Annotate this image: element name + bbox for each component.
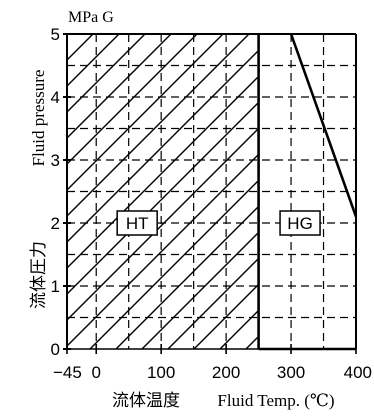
x-axis-label-jp: 流体温度 (112, 391, 180, 410)
y-axis-label-jp: 流体圧力 (29, 241, 48, 309)
region-boundaries (257, 33, 358, 349)
hg-limit-line (289, 33, 358, 218)
y-tick-label: 3 (51, 151, 60, 170)
y-tick-label: 2 (51, 214, 60, 233)
hatch-line (141, 34, 259, 349)
x-tick-label: 300 (277, 363, 305, 382)
hatch-line (167, 34, 259, 349)
hatch-line (67, 34, 172, 349)
axis-ticks (63, 33, 357, 354)
hatch-line (67, 34, 259, 349)
hatch-line (67, 34, 250, 349)
ht-hatch-pattern (67, 34, 259, 349)
hatch-line (115, 34, 259, 349)
hatch-line (67, 34, 146, 349)
region-label-hg-text: HG (287, 214, 313, 233)
x-tick-label: 400 (344, 363, 372, 382)
hatch-line (67, 34, 224, 349)
y-tick-label: 1 (51, 277, 60, 296)
hatch-line (67, 34, 198, 349)
y-tick-label: 5 (51, 25, 60, 44)
hatch-line (67, 34, 259, 349)
hatch-line (67, 34, 259, 349)
hatch-line (67, 34, 259, 349)
hatch-line (67, 34, 259, 349)
hatch-line (193, 34, 259, 349)
region-label-ht-text: HT (126, 214, 149, 233)
y-axis-label-en: Fluid pressure (29, 70, 48, 167)
x-tick-label: 200 (212, 363, 240, 382)
hatch-line (89, 34, 259, 349)
x-axis-label-en: Fluid Temp. (℃) (217, 391, 334, 410)
y-unit-label: MPa G (68, 9, 114, 26)
y-tick-label: 0 (51, 340, 60, 359)
region-label-hg: HG (279, 210, 321, 236)
x-tick-label: −45 (53, 363, 82, 382)
plot-frame (66, 33, 357, 351)
region-label-ht: HT (116, 210, 158, 236)
x-tick-label: 100 (147, 363, 175, 382)
y-tick-label: 4 (51, 88, 60, 107)
hatch-line (67, 34, 120, 349)
x-tick-label: 0 (91, 363, 100, 382)
